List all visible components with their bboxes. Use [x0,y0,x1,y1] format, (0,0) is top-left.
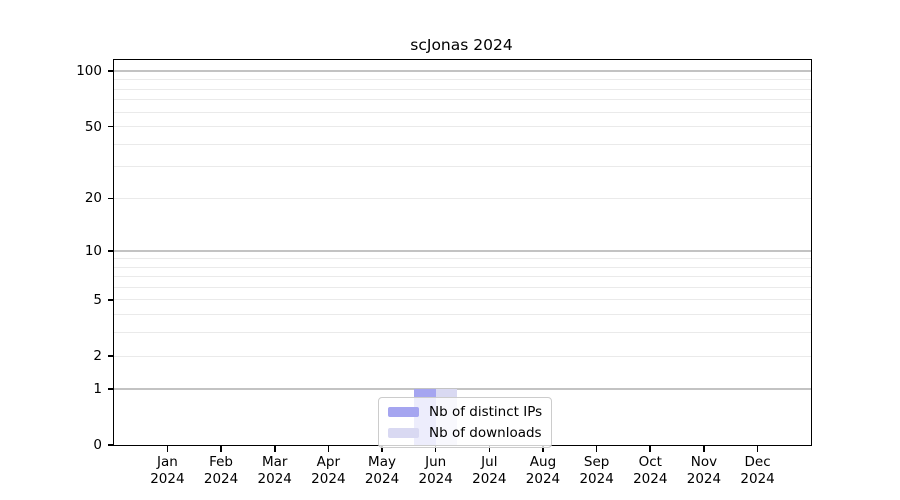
gridline [114,111,811,113]
y-axis-tick-label: 50 [84,118,102,135]
gridline [114,79,811,81]
legend-label: Nb of distinct IPs [429,404,543,420]
gridline [114,388,811,390]
legend-label: Nb of downloads [429,425,542,441]
x-axis-tick-label: Apr 2024 [311,454,346,487]
x-axis-tick [542,445,544,452]
legend: Nb of distinct IPs Nb of downloads [378,397,553,448]
y-axis-tick-label: 2 [93,348,102,365]
x-axis-tick [488,445,491,452]
y-axis-tick-label: 100 [76,63,102,80]
x-axis-tick-label: Oct 2024 [633,454,668,487]
y-axis-tick [107,70,114,72]
legend-swatch-downloads [388,428,419,438]
legend-entry: Nb of distinct IPs [388,404,542,420]
gridline [114,286,811,288]
gridline [114,126,811,128]
gridline [114,266,811,268]
y-axis-tick-label: 10 [84,242,102,259]
gridline [114,70,811,72]
x-axis-tick [273,445,276,452]
y-axis-tick [107,388,114,390]
gridline [114,258,811,259]
x-axis-tick-label: Mar 2024 [257,454,292,487]
y-axis-tick [107,299,114,301]
x-axis-tick-label: Aug 2024 [525,454,561,487]
gridline [114,143,811,145]
plot-area: Nb of distinct IPs Nb of downloads 0 1 2 5 10… [76,59,812,487]
legend-entry: Nb of downloads [388,425,542,441]
y-axis-tick [107,197,114,200]
x-axis-tick-label: Nov 2024 [686,454,722,487]
y-axis-tick [107,249,114,252]
y-axis-tick [107,444,114,446]
x-axis-tick-label: Jan 2024 [150,454,185,487]
y-axis-tick [107,125,114,128]
x-axis-tick [595,445,598,452]
gridline [114,99,811,101]
gridline [114,355,811,357]
x-axis-tick-label: Dec 2024 [740,454,775,487]
y-axis-tick-label: 1 [93,380,102,397]
x-axis-tick [381,445,383,452]
x-axis-tick [220,445,222,452]
x-axis-tick [756,445,759,452]
x-axis-tick [166,445,169,452]
x-axis-tick-label: Feb 2024 [203,454,239,487]
x-axis-tick-label: Jun 2024 [418,454,453,487]
gridline [114,276,811,278]
x-axis-tick [434,445,437,452]
gridline [114,314,811,316]
gridline [114,88,811,90]
gridline [114,299,811,301]
legend-swatch-distinct-ips [388,407,419,417]
gridline [114,197,811,199]
x-axis-tick [327,445,330,452]
gridline [114,166,811,168]
chart-title: scJonas 2024 [410,36,513,54]
x-axis-tick-label: Sep 2024 [579,454,614,487]
x-axis-tick-label: Jul 2024 [472,454,507,487]
y-axis-tick-label: 20 [84,190,102,207]
x-axis-tick [703,445,705,452]
y-axis-tick [107,355,114,357]
gridline [114,250,811,252]
gridline [114,332,811,334]
x-axis-tick [649,445,652,452]
y-axis-tick-label: 5 [93,291,102,308]
y-axis-tick-label: 0 [93,437,102,453]
x-axis-tick-label: May 2024 [364,454,400,487]
